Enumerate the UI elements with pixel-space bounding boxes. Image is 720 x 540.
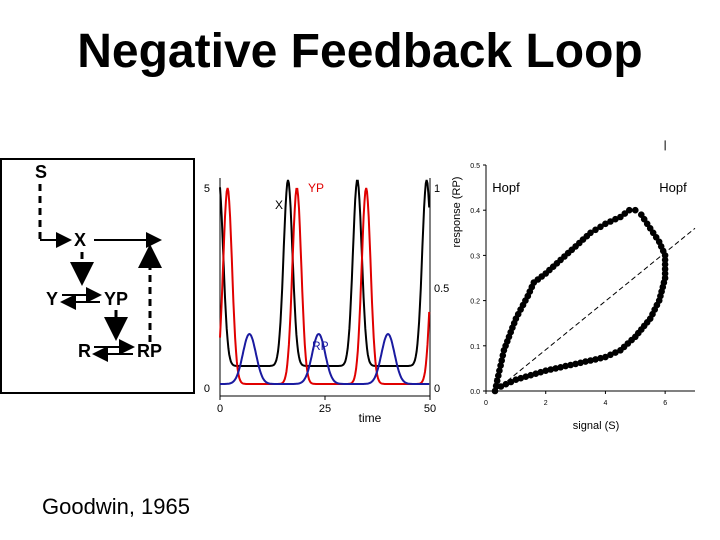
bf-y-tick-label: 0.5: [470, 163, 480, 170]
bf-loop-point: [542, 367, 549, 375]
series-rp: [220, 332, 430, 385]
y-left-tick-label: 0: [204, 383, 210, 395]
hopf-label: Hopf: [492, 180, 520, 195]
bf-loop-point: [572, 360, 579, 368]
bf-loop-point: [597, 223, 604, 231]
bf-loop-point: [496, 367, 503, 375]
bf-loop-point: [661, 261, 669, 268]
node-rp: RP: [137, 341, 163, 361]
x-axis-label: time: [359, 411, 382, 425]
bf-x-tick-label: 2: [544, 400, 548, 407]
bf-loop-point: [522, 373, 530, 381]
bf-loop-point: [552, 365, 559, 372]
series-yp: [219, 187, 431, 385]
bf-loop-point: [547, 366, 554, 373]
bf-loop-point: [498, 357, 506, 364]
y-right-tick-label: 0: [434, 383, 440, 395]
bf-y-tick-label: 0.2: [470, 299, 480, 306]
node-s: S: [35, 162, 48, 182]
bf-loop-point: [602, 220, 609, 228]
x-tick-label: 0: [217, 403, 223, 415]
bf-loop-point: [493, 377, 501, 385]
bf-x-tick-label: 6: [663, 400, 667, 407]
bf-loop-point: [492, 382, 500, 390]
bf-loop-point: [587, 357, 594, 364]
bf-loop-point: [562, 362, 569, 370]
y-right-tick-label: 1: [434, 183, 440, 195]
network-diagram: [0, 158, 195, 394]
bf-loop-point: [587, 229, 594, 237]
bf-loop-point: [582, 358, 589, 365]
bf-loop-point: [626, 206, 633, 214]
citation: Goodwin, 1965: [42, 494, 190, 519]
bf-x-axis-label: signal (S): [573, 420, 619, 432]
hopf-label: Hopf: [659, 180, 687, 195]
x-tick-label: 25: [319, 403, 331, 415]
curve-label-yp: YP: [308, 181, 324, 195]
bf-loop-point: [607, 218, 614, 225]
curve-label-rp: RP: [312, 339, 329, 353]
y-left-tick-label: 5: [204, 183, 210, 195]
bf-loop-point: [592, 356, 599, 363]
bf-y-tick-label: 0.0: [470, 389, 480, 396]
bf-loop-point: [621, 210, 629, 217]
bf-loop-point: [527, 371, 535, 379]
node-x: X: [74, 230, 87, 250]
bf-loop-point: [592, 226, 599, 234]
page-title: Negative Feedback Loop: [77, 25, 643, 78]
bf-loop-point: [612, 215, 619, 223]
bf-y-axis-label: response (RP): [451, 177, 463, 248]
bf-loop-point: [617, 347, 624, 354]
bf-loop-point: [497, 383, 505, 390]
series-x: [219, 179, 431, 367]
bf-steady-state-line: [494, 227, 696, 392]
bf-loop-point: [512, 376, 520, 384]
bf-y-tick-label: 0.3: [470, 253, 480, 260]
bf-loop-point: [495, 372, 502, 380]
bf-loop-point: [607, 351, 614, 359]
curve-label-x: X: [275, 198, 283, 212]
bf-loop-point: [497, 362, 504, 369]
bf-loop-point: [507, 378, 515, 386]
bf-loop-point: [632, 206, 639, 214]
bf-loop-point: [499, 352, 507, 359]
bf-loop-point: [597, 354, 604, 362]
bf-y-tick-label: 0.4: [470, 208, 480, 215]
bf-loop-point: [567, 361, 574, 369]
y-right-tick-label: 0.5: [434, 283, 449, 295]
bf-loop-point: [532, 370, 540, 378]
node-yp: YP: [104, 289, 129, 309]
bf-y-tick-label: 0.1: [470, 344, 480, 351]
x-tick-label: 50: [424, 403, 436, 415]
bf-loop-point: [612, 349, 619, 356]
bf-x-tick-label: 4: [603, 400, 607, 407]
bf-loop-point: [502, 380, 510, 388]
bf-x-tick-label: 0: [484, 400, 488, 407]
node-y: Y: [46, 289, 59, 309]
bf-loop-point: [491, 387, 499, 395]
node-r: R: [78, 341, 91, 361]
